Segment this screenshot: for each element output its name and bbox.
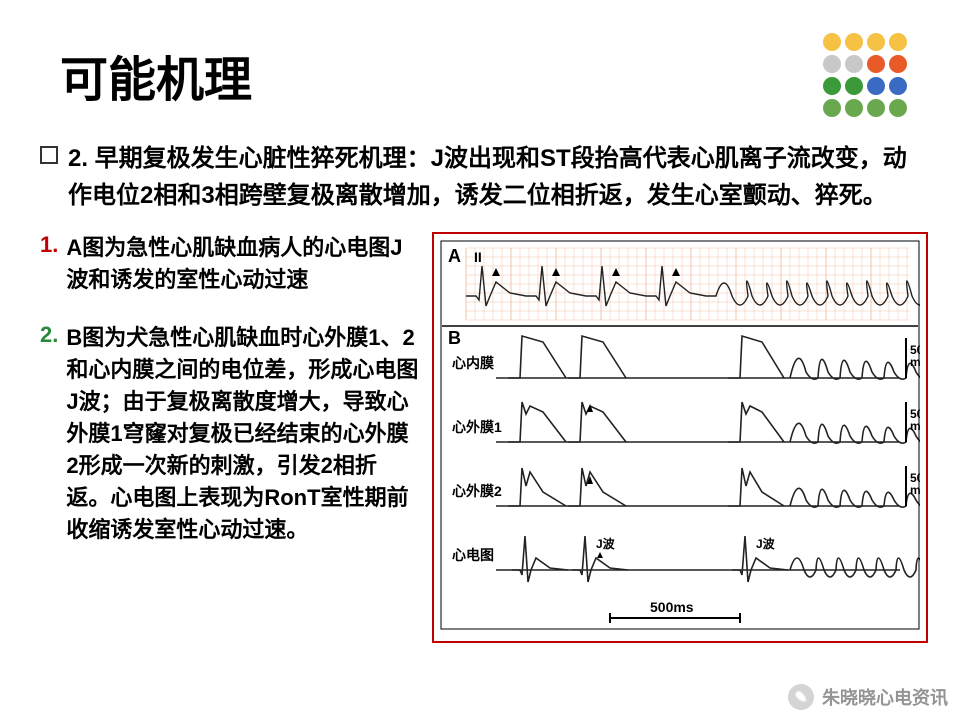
svg-text:500ms: 500ms [650, 599, 694, 615]
watermark-icon: ✎ [788, 684, 814, 710]
list-item-2: 2. B图为犬急性心肌缺血时心外膜1、2和心内膜之间的电位差，形成心电图J波；由… [40, 322, 420, 545]
svg-text:A: A [448, 246, 461, 266]
svg-text:心电图: 心电图 [452, 547, 494, 563]
main-bullet: 2. 早期复极发生心脏性猝死机理：J波出现和ST段抬高代表心肌离子流改变，动作电… [40, 140, 920, 214]
bullet-square-icon [40, 146, 58, 164]
list-item-1: 1. A图为急性心肌缺血病人的心电图J波和诱发的室性心动过速 [40, 232, 420, 296]
figure-box: AIIB心内膜50mV心外膜150mV心外膜250mV心电图J波J波500ms [432, 232, 928, 643]
svg-text:心外膜1: 心外膜1 [452, 419, 502, 435]
svg-text:B: B [448, 328, 461, 348]
item-text-2: B图为犬急性心肌缺血时心外膜1、2和心内膜之间的电位差，形成心电图J波；由于复极… [66, 322, 420, 545]
item-text-1: A图为急性心肌缺血病人的心电图J波和诱发的室性心动过速 [66, 232, 420, 296]
watermark-text: 朱晓晓心电资讯 [822, 684, 948, 710]
main-bullet-text: 2. 早期复极发生心脏性猝死机理：J波出现和ST段抬高代表心肌离子流改变，动作电… [68, 140, 920, 214]
svg-text:心外膜2: 心外膜2 [452, 483, 502, 499]
item-number-2: 2. [40, 322, 58, 348]
svg-text:II: II [474, 249, 482, 265]
svg-text:心内膜: 心内膜 [452, 355, 494, 371]
svg-text:J波: J波 [756, 536, 776, 551]
item-number-1: 1. [40, 232, 58, 258]
decorative-dots [820, 30, 920, 130]
svg-text:J波: J波 [596, 536, 616, 551]
slide-title: 可能机理 [60, 40, 920, 110]
watermark: ✎ 朱晓晓心电资讯 [788, 684, 948, 710]
left-column: 1. A图为急性心肌缺血病人的心电图J波和诱发的室性心动过速 2. B图为犬急性… [40, 232, 420, 643]
